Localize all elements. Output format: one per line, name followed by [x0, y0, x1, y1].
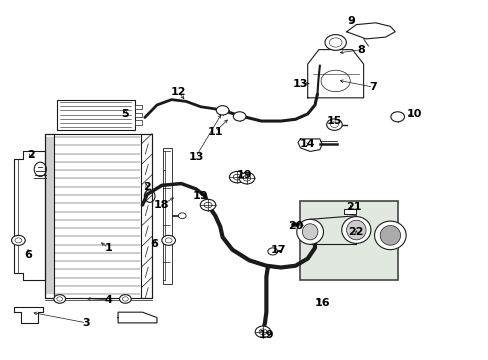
Text: 11: 11 [207, 127, 223, 137]
Text: 6: 6 [150, 239, 158, 249]
Text: 16: 16 [314, 298, 329, 308]
Text: 12: 12 [171, 87, 186, 98]
Circle shape [325, 35, 346, 50]
Text: 19: 19 [193, 191, 208, 201]
Bar [45, 134, 54, 298]
Circle shape [326, 119, 342, 130]
Circle shape [233, 112, 245, 121]
Circle shape [54, 295, 65, 303]
Text: 4: 4 [104, 295, 112, 305]
Circle shape [255, 326, 270, 338]
Text: 19: 19 [258, 330, 274, 341]
Bar [135, 120, 142, 125]
Bar [163, 148, 171, 284]
Circle shape [229, 171, 244, 183]
Ellipse shape [346, 220, 366, 240]
Text: 10: 10 [406, 109, 422, 119]
Text: 7: 7 [369, 82, 376, 92]
Circle shape [12, 235, 25, 246]
Ellipse shape [296, 219, 323, 244]
Circle shape [239, 172, 254, 184]
Text: 2: 2 [143, 182, 151, 192]
Text: 5: 5 [122, 109, 129, 119]
Text: 9: 9 [347, 16, 355, 26]
Circle shape [259, 329, 266, 335]
Bar [57, 100, 135, 130]
Text: 6: 6 [24, 250, 32, 260]
Text: 14: 14 [299, 139, 315, 149]
Text: 17: 17 [270, 245, 285, 255]
Circle shape [178, 213, 186, 219]
Ellipse shape [374, 221, 406, 249]
Text: 22: 22 [348, 227, 364, 237]
Bar [45, 134, 152, 298]
Text: 20: 20 [287, 221, 303, 231]
Bar [141, 134, 152, 298]
Ellipse shape [379, 226, 400, 245]
Text: 15: 15 [326, 116, 342, 126]
Circle shape [122, 297, 128, 301]
Circle shape [57, 297, 62, 301]
Text: 13: 13 [292, 78, 307, 89]
Circle shape [119, 295, 131, 303]
Circle shape [15, 238, 22, 243]
Circle shape [243, 175, 250, 181]
Bar [135, 113, 142, 117]
Ellipse shape [302, 224, 317, 240]
Text: 2: 2 [27, 150, 34, 160]
Circle shape [216, 106, 228, 115]
Text: 1: 1 [104, 243, 112, 253]
Circle shape [390, 112, 404, 122]
Text: 18: 18 [154, 200, 169, 210]
Circle shape [165, 238, 172, 243]
Bar [344, 208, 356, 214]
Text: 21: 21 [346, 202, 361, 212]
Text: 8: 8 [357, 45, 365, 55]
Circle shape [330, 122, 338, 127]
Circle shape [200, 199, 215, 211]
Circle shape [233, 174, 241, 180]
Text: 13: 13 [188, 152, 203, 162]
Bar [300, 202, 397, 280]
Circle shape [203, 202, 211, 208]
Circle shape [329, 38, 341, 47]
Bar [135, 105, 142, 109]
Text: 19: 19 [236, 170, 252, 180]
Circle shape [162, 235, 175, 246]
Ellipse shape [341, 217, 370, 243]
Text: 3: 3 [82, 318, 90, 328]
Circle shape [267, 248, 277, 255]
